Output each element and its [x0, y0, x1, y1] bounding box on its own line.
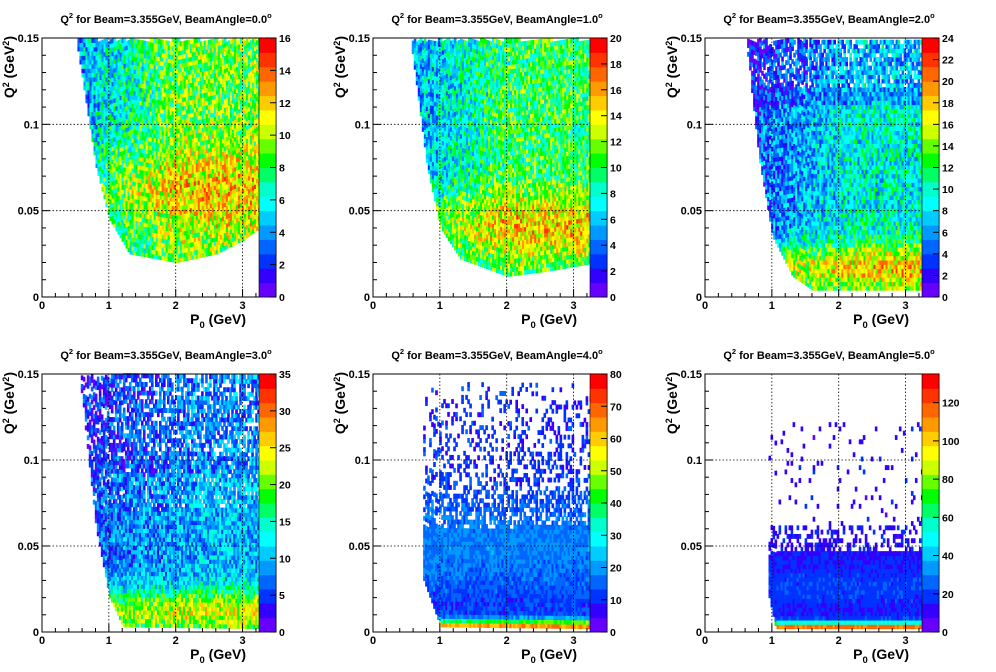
figure-canvas: 0 1 2 3 0 0.05 0.1 0.15 0 2 4 6 8 10 12 14 16 Q2 for Beam… — [0, 0, 996, 672]
plot-grid: 0 1 2 300.050.10.150246810121416Q2 for Beam… — [0, 0, 996, 672]
